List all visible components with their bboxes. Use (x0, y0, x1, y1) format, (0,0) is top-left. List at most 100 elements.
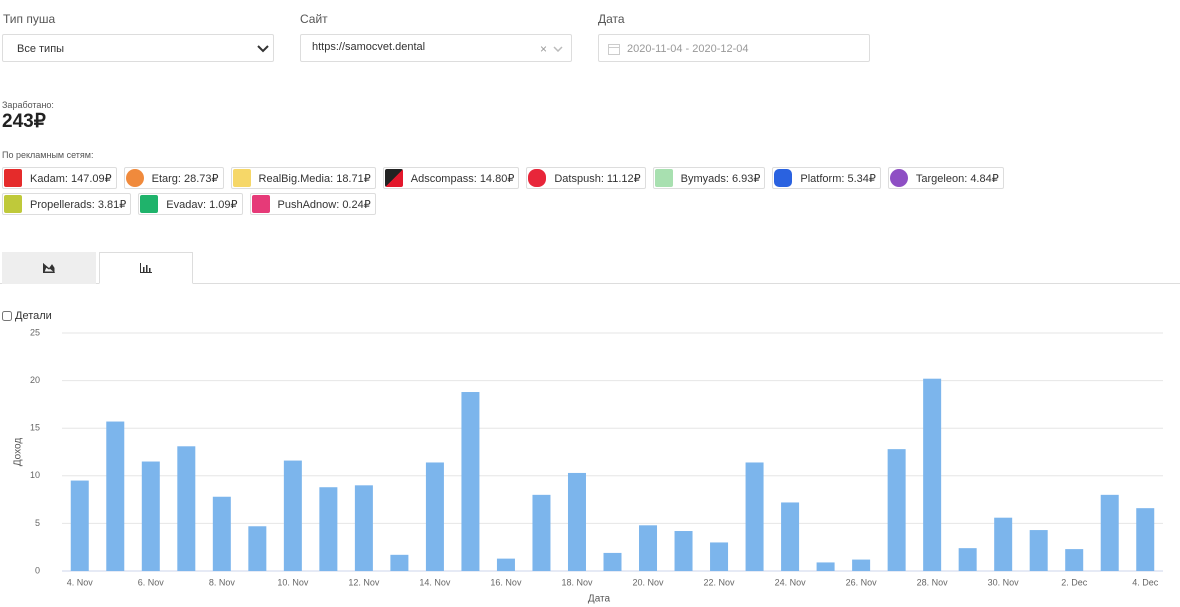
x-tick-label: 24. Nov (775, 577, 807, 587)
x-tick-label: 16. Nov (490, 577, 522, 587)
x-tick-label: 10. Nov (277, 577, 309, 587)
bar (532, 494, 551, 571)
bar (852, 559, 871, 571)
chart: Дата Доход 0 5 10 15 20 25 4. Nov 6. Nov 8. Nov 1… (13, 327, 1163, 605)
x-tick-label: 14. Nov (419, 577, 451, 587)
bar (106, 421, 125, 571)
network-chip: Etarg: 28.73₽ (123, 167, 224, 189)
bar (425, 462, 444, 571)
bar (710, 542, 729, 571)
bar (1100, 494, 1119, 571)
details-checkbox[interactable]: Детали (2, 310, 52, 322)
bar (887, 449, 906, 571)
x-tick-label: 20. Nov (633, 577, 665, 587)
network-text: Kadam: 147.09₽ (30, 172, 112, 185)
bar (212, 496, 231, 571)
bar (781, 502, 800, 571)
x-tick-label: 22. Nov (704, 577, 736, 587)
network-text: Platform: 5.34₽ (800, 172, 876, 185)
area-tab[interactable] (2, 252, 96, 284)
clear-icon[interactable]: × (539, 42, 547, 56)
x-tick-label: 30. Nov (988, 577, 1020, 587)
y-tick-label: 15 (30, 423, 40, 433)
label: Сайт (300, 12, 328, 26)
x-tick-label: 4. Dec (1132, 577, 1159, 587)
label: Дата (598, 12, 625, 26)
x-tick-label: 28. Nov (917, 577, 949, 587)
checkbox[interactable] (2, 311, 12, 321)
bar (1136, 508, 1155, 571)
x-tick-label: 8. Nov (209, 577, 236, 587)
chevron (553, 46, 563, 52)
x-tick-label: 12. Nov (348, 577, 380, 587)
y-tick-label: 5 (35, 518, 40, 528)
network-chip: Bymyads: 6.93₽ (652, 167, 766, 189)
network-chip: Targeleon: 4.84₽ (887, 167, 1004, 189)
y-tick-label: 20 (30, 375, 40, 385)
tab-line (0, 283, 1180, 284)
push-type-select[interactable]: Все типы (2, 34, 274, 62)
networks-label: По рекламным сетям: (2, 150, 94, 160)
bar (70, 480, 89, 571)
bar-icon (140, 263, 152, 273)
bar (390, 554, 409, 571)
x-tick-label: 18. Nov (561, 577, 593, 587)
bar (177, 446, 196, 571)
x-axis-title: Дата (588, 594, 611, 605)
y-tick-label: 10 (30, 470, 40, 480)
earned-label: Заработано: (2, 100, 54, 110)
area-icon (43, 263, 55, 273)
x-tick-label: 4. Nov (67, 577, 94, 587)
bar (283, 460, 302, 571)
chevron (257, 45, 269, 53)
network-text: Targeleon: 4.84₽ (915, 172, 999, 185)
bar (1065, 549, 1084, 571)
network-chip: PushAdnow: 0.24₽ (249, 193, 376, 215)
bar (319, 487, 338, 571)
y-axis-title: Доход (13, 438, 24, 467)
select-value: https://samocvet.dental (312, 41, 426, 53)
label: Тип пуша (3, 12, 56, 26)
bar (567, 472, 586, 571)
bar (923, 378, 942, 571)
checkbox-label: Детали (15, 310, 52, 322)
network-chip: Kadam: 147.09₽ (2, 167, 117, 189)
bar (248, 526, 267, 571)
network-text: RealBig.Media: 18.71₽ (258, 172, 371, 185)
bar (994, 517, 1013, 571)
network-text: Adscompass: 14.80₽ (410, 172, 515, 185)
bar (639, 525, 658, 571)
network-text: PushAdnow: 0.24₽ (277, 198, 371, 211)
bar (674, 531, 693, 571)
calendar-icon (608, 44, 620, 55)
bar (603, 552, 622, 571)
network-chip: Datspush: 11.12₽ (526, 167, 646, 189)
network-chip: Evadav: 1.09₽ (138, 193, 243, 215)
bar (745, 462, 764, 571)
bar (496, 558, 515, 571)
date-input[interactable]: 2020-11-04 - 2020-12-04 (598, 34, 870, 62)
bar (958, 548, 977, 571)
network-text: Datspush: 11.12₽ (554, 172, 641, 185)
bar (461, 392, 480, 571)
network-chip: RealBig.Media: 18.71₽ (230, 167, 376, 189)
bar-tab[interactable] (99, 252, 193, 284)
select-value: Все типы (17, 43, 65, 55)
network-chips: Kadam: 147.09₽ Etarg: 28.73₽ RealBig.Med… (2, 167, 1112, 215)
network-text: Etarg: 28.73₽ (151, 172, 219, 185)
y-tick-label: 25 (30, 327, 40, 337)
network-chip: Propellerads: 3.81₽ (2, 193, 132, 215)
bar (354, 485, 373, 571)
network-chip: Adscompass: 14.80₽ (382, 167, 520, 189)
network-text: Evadav: 1.09₽ (166, 198, 238, 211)
network-text: Bymyads: 6.93₽ (680, 172, 761, 185)
x-tick-label: 6. Nov (138, 577, 165, 587)
earned-value: 243₽ (2, 111, 46, 132)
site-select[interactable]: https://samocvet.dental × (300, 34, 572, 62)
y-tick-label: 0 (35, 565, 40, 575)
bar (1029, 530, 1048, 571)
x-tick-label: 26. Nov (846, 577, 878, 587)
date-value: 2020-11-04 - 2020-12-04 (627, 43, 749, 55)
bar (141, 461, 160, 571)
